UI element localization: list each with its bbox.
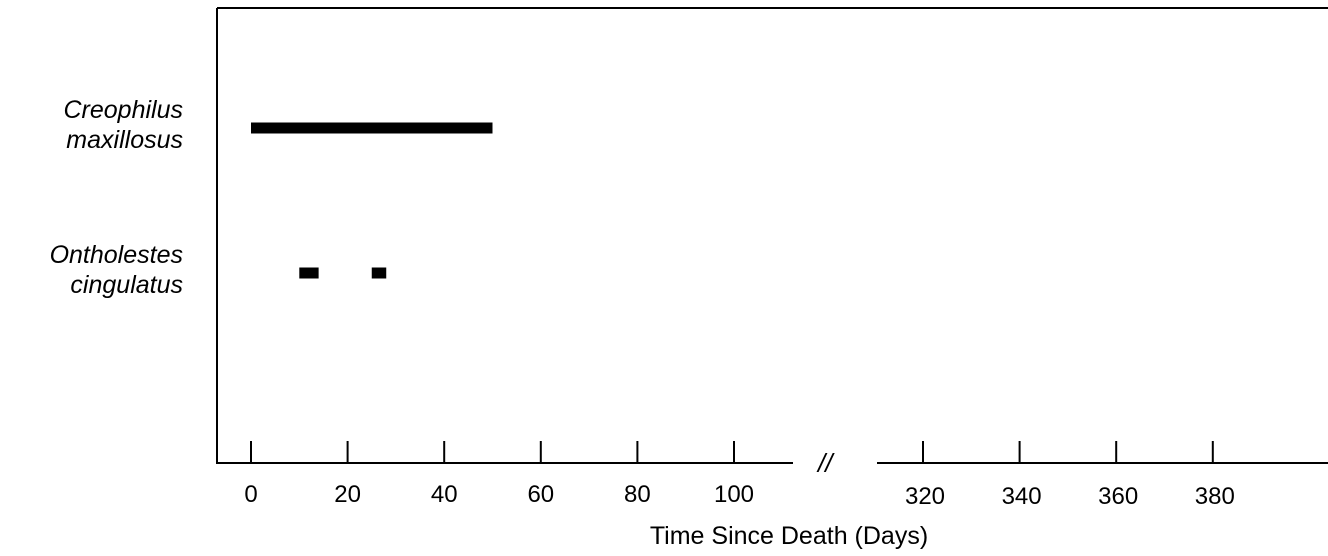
occurrence-bar <box>251 122 493 134</box>
x-tick-label: 320 <box>905 483 945 510</box>
x-tick-label: 380 <box>1195 483 1235 510</box>
x-tick-label: 80 <box>624 481 651 508</box>
axis-break-mark: // <box>816 448 835 478</box>
x-tick-label: 100 <box>714 481 754 508</box>
chart-labels: Time Since Death (Days) Creophilusmaxillo… <box>50 96 929 550</box>
x-tick-label: 340 <box>1002 483 1042 510</box>
occurrence-bars <box>251 122 493 279</box>
x-tick-label: 40 <box>431 481 458 508</box>
occurrence-bar <box>299 267 319 279</box>
species-label: Ontholestes <box>50 241 183 269</box>
occurrence-bar <box>371 267 387 279</box>
x-tick-label: 360 <box>1098 483 1138 510</box>
x-tick-label: 60 <box>527 481 554 508</box>
species-label: cingulatus <box>70 271 183 299</box>
species-label: maxillosus <box>66 126 183 154</box>
x-axis-label: Time Since Death (Days) <box>650 522 928 550</box>
x-axis-ticks: 0 20 40 60 80 100 320 340 360 380 <box>244 441 1235 510</box>
x-tick-label: 20 <box>334 481 361 508</box>
chart-frame: // <box>216 7 1328 478</box>
species-label: Creophilus <box>63 96 183 124</box>
x-tick-label: 0 <box>244 481 257 508</box>
